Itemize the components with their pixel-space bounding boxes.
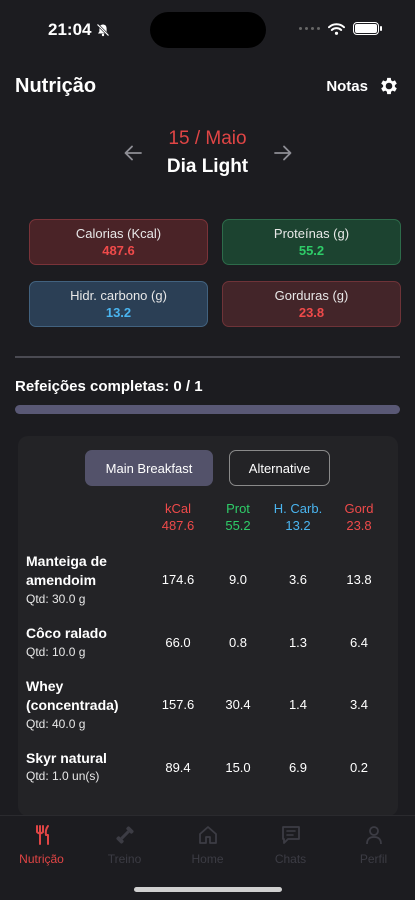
selected-date: 15 / Maio [168,128,247,149]
food-protein: 15.0 [225,760,251,775]
macro-label: Gorduras (g) [274,288,349,303]
page-title: Nutrição [15,74,97,97]
nav-item-perfil[interactable]: Perfil [332,824,415,866]
food-quantity: Qtd: 40.0 g [26,717,86,731]
food-kcal: 89.4 [165,760,191,775]
column-label: H. Carb. [273,501,323,516]
day-plan-name: Dia Light [166,156,249,177]
food-carbs: 3.6 [288,572,308,587]
food-carbs: 6.9 [288,760,308,775]
food-fat: 0.2 [349,760,369,775]
nav-item-chats[interactable]: Chats [249,824,332,866]
nav-label: Perfil [359,852,388,866]
food-name: Skyr natural [26,750,107,766]
macro-value: 487.6 [102,243,135,258]
chat-icon [281,826,300,844]
muted-bell-icon [96,23,110,37]
food-protein: 9.0 [228,572,248,587]
header-actions: Notas [326,75,400,97]
meals-progress-bar [15,405,400,414]
macro-label: Calorias (Kcal) [75,226,162,241]
dumbbell-icon [115,826,134,844]
bottom-tab-bar: Nutrição Treino Home Chats Perfil [0,815,415,900]
macro-value: 13.2 [105,305,132,320]
meal-panel: Main Breakfast Alternative kCal 487.6 Pr… [18,436,398,816]
nav-item-nutricao[interactable]: Nutrição [0,824,83,866]
tab-alternative[interactable]: Alternative [229,450,330,486]
food-kcal: 157.6 [161,697,195,712]
column-total: 23.8 [346,518,372,533]
food-name: Côco ralado [26,625,107,641]
food-name: Whey (concentrada) [26,678,119,713]
food-fat: 6.4 [349,635,369,650]
column-total: 55.2 [225,518,251,533]
column-header-kcal: kCal 487.6 [148,500,208,534]
status-time: 21:04 [48,20,92,39]
arrow-right-icon[interactable] [272,142,294,164]
macro-value: 23.8 [298,305,325,320]
nav-item-treino[interactable]: Treino [83,824,166,866]
nav-label: Home [191,852,224,866]
column-header-fat: Gord 23.8 [329,500,389,534]
utensils-icon [35,825,49,845]
nav-label: Chats [274,852,307,866]
arrow-left-icon[interactable] [122,142,144,164]
page-header: Nutrição Notas [15,72,400,100]
food-quantity: Qtd: 1.0 un(s) [26,769,100,783]
food-name: Manteiga de amendoim [26,553,107,588]
macro-card-fat: Gorduras (g) 23.8 [222,281,401,327]
home-indicator [134,887,282,892]
home-icon [198,826,217,844]
macro-label: Hidr. carbono (g) [70,288,167,303]
tab-main-breakfast[interactable]: Main Breakfast [85,450,213,486]
gear-icon[interactable] [378,75,400,97]
macro-card-carbs: Hidr. carbono (g) 13.2 [29,281,208,327]
column-total: 487.6 [161,518,195,533]
macro-label: Proteínas (g) [273,226,350,241]
column-header-carbs: H. Carb. 13.2 [268,500,328,534]
column-header-protein: Prot 55.2 [208,500,268,534]
food-quantity: Qtd: 10.0 g [26,645,86,659]
section-divider [15,356,400,358]
food-fat: 13.8 [346,572,372,587]
cellular-signal-icon [299,27,320,30]
status-bar: 21:04 [0,0,415,62]
nav-label: Nutrição [19,852,64,866]
food-carbs: 1.3 [288,635,308,650]
macro-card-protein: Proteínas (g) 55.2 [222,219,401,265]
column-label: Gord [344,501,374,516]
macro-card-calories: Calorias (Kcal) 487.6 [29,219,208,265]
person-icon [365,826,382,845]
column-label: kCal [164,501,191,516]
macro-value: 55.2 [298,243,325,258]
wifi-icon [328,22,345,35]
food-kcal: 66.0 [165,635,191,650]
nav-item-home[interactable]: Home [166,824,249,866]
column-label: Prot [226,501,250,516]
nav-label: Treino [107,852,142,866]
status-indicators [299,22,382,35]
food-quantity: Qtd: 30.0 g [26,592,86,606]
column-total: 13.2 [285,518,311,533]
battery-icon [353,22,382,35]
food-protein: 30.4 [225,697,251,712]
food-protein: 0.8 [228,635,248,650]
notes-button[interactable]: Notas [326,77,368,95]
date-navigator: 15 / Maio Dia Light [0,126,415,184]
dynamic-island [150,12,266,48]
food-kcal: 174.6 [161,572,195,587]
food-carbs: 1.4 [288,697,308,712]
meals-completed-label: Refeições completas: 0 / 1 [15,378,203,395]
food-fat: 3.4 [349,697,369,712]
